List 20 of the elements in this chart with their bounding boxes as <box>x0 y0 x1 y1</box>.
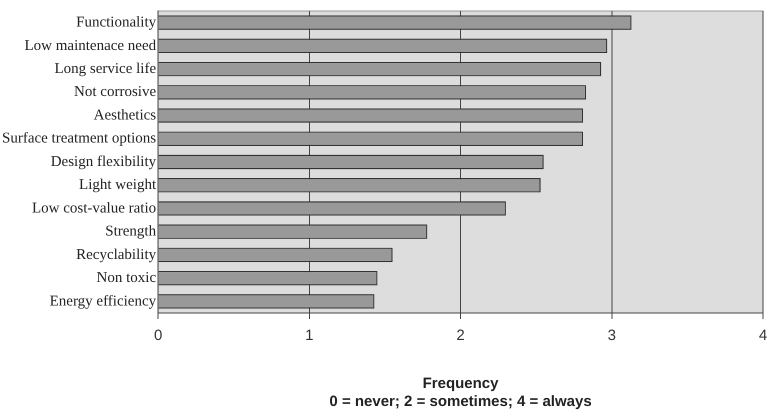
y-tick-label: Light weight <box>79 177 157 194</box>
y-tick-label: Low maintenace need <box>24 38 157 54</box>
y-tick-label: Surface treatment options <box>2 130 156 147</box>
y-tick-label: Recyclability <box>76 246 157 263</box>
x-axis-title: Frequency <box>422 375 500 392</box>
y-tick-label: Energy efficiency <box>50 293 157 310</box>
y-tick-label: Design flexibility <box>50 154 157 170</box>
text: 0 = never; 2 = sometimes; 4 = always <box>329 393 592 410</box>
y-tick-label: Strength <box>105 224 157 240</box>
y-tick-label: Low cost-value ratio <box>32 200 156 216</box>
y-tick-label: Long service life <box>54 61 156 78</box>
x-tick-label: 2 <box>456 327 465 344</box>
x-tick-label: 4 <box>758 327 768 344</box>
y-tick-label: Non toxic <box>96 270 156 286</box>
y-tick-label: Not corrosive <box>74 84 156 100</box>
x-tick-label: 3 <box>608 327 616 344</box>
y-tick-label: Aesthetics <box>94 107 156 124</box>
x-tick-label: 0 <box>154 327 162 344</box>
x-tick-label: 1 <box>305 327 314 344</box>
y-tick-label: Functionality <box>76 14 157 31</box>
